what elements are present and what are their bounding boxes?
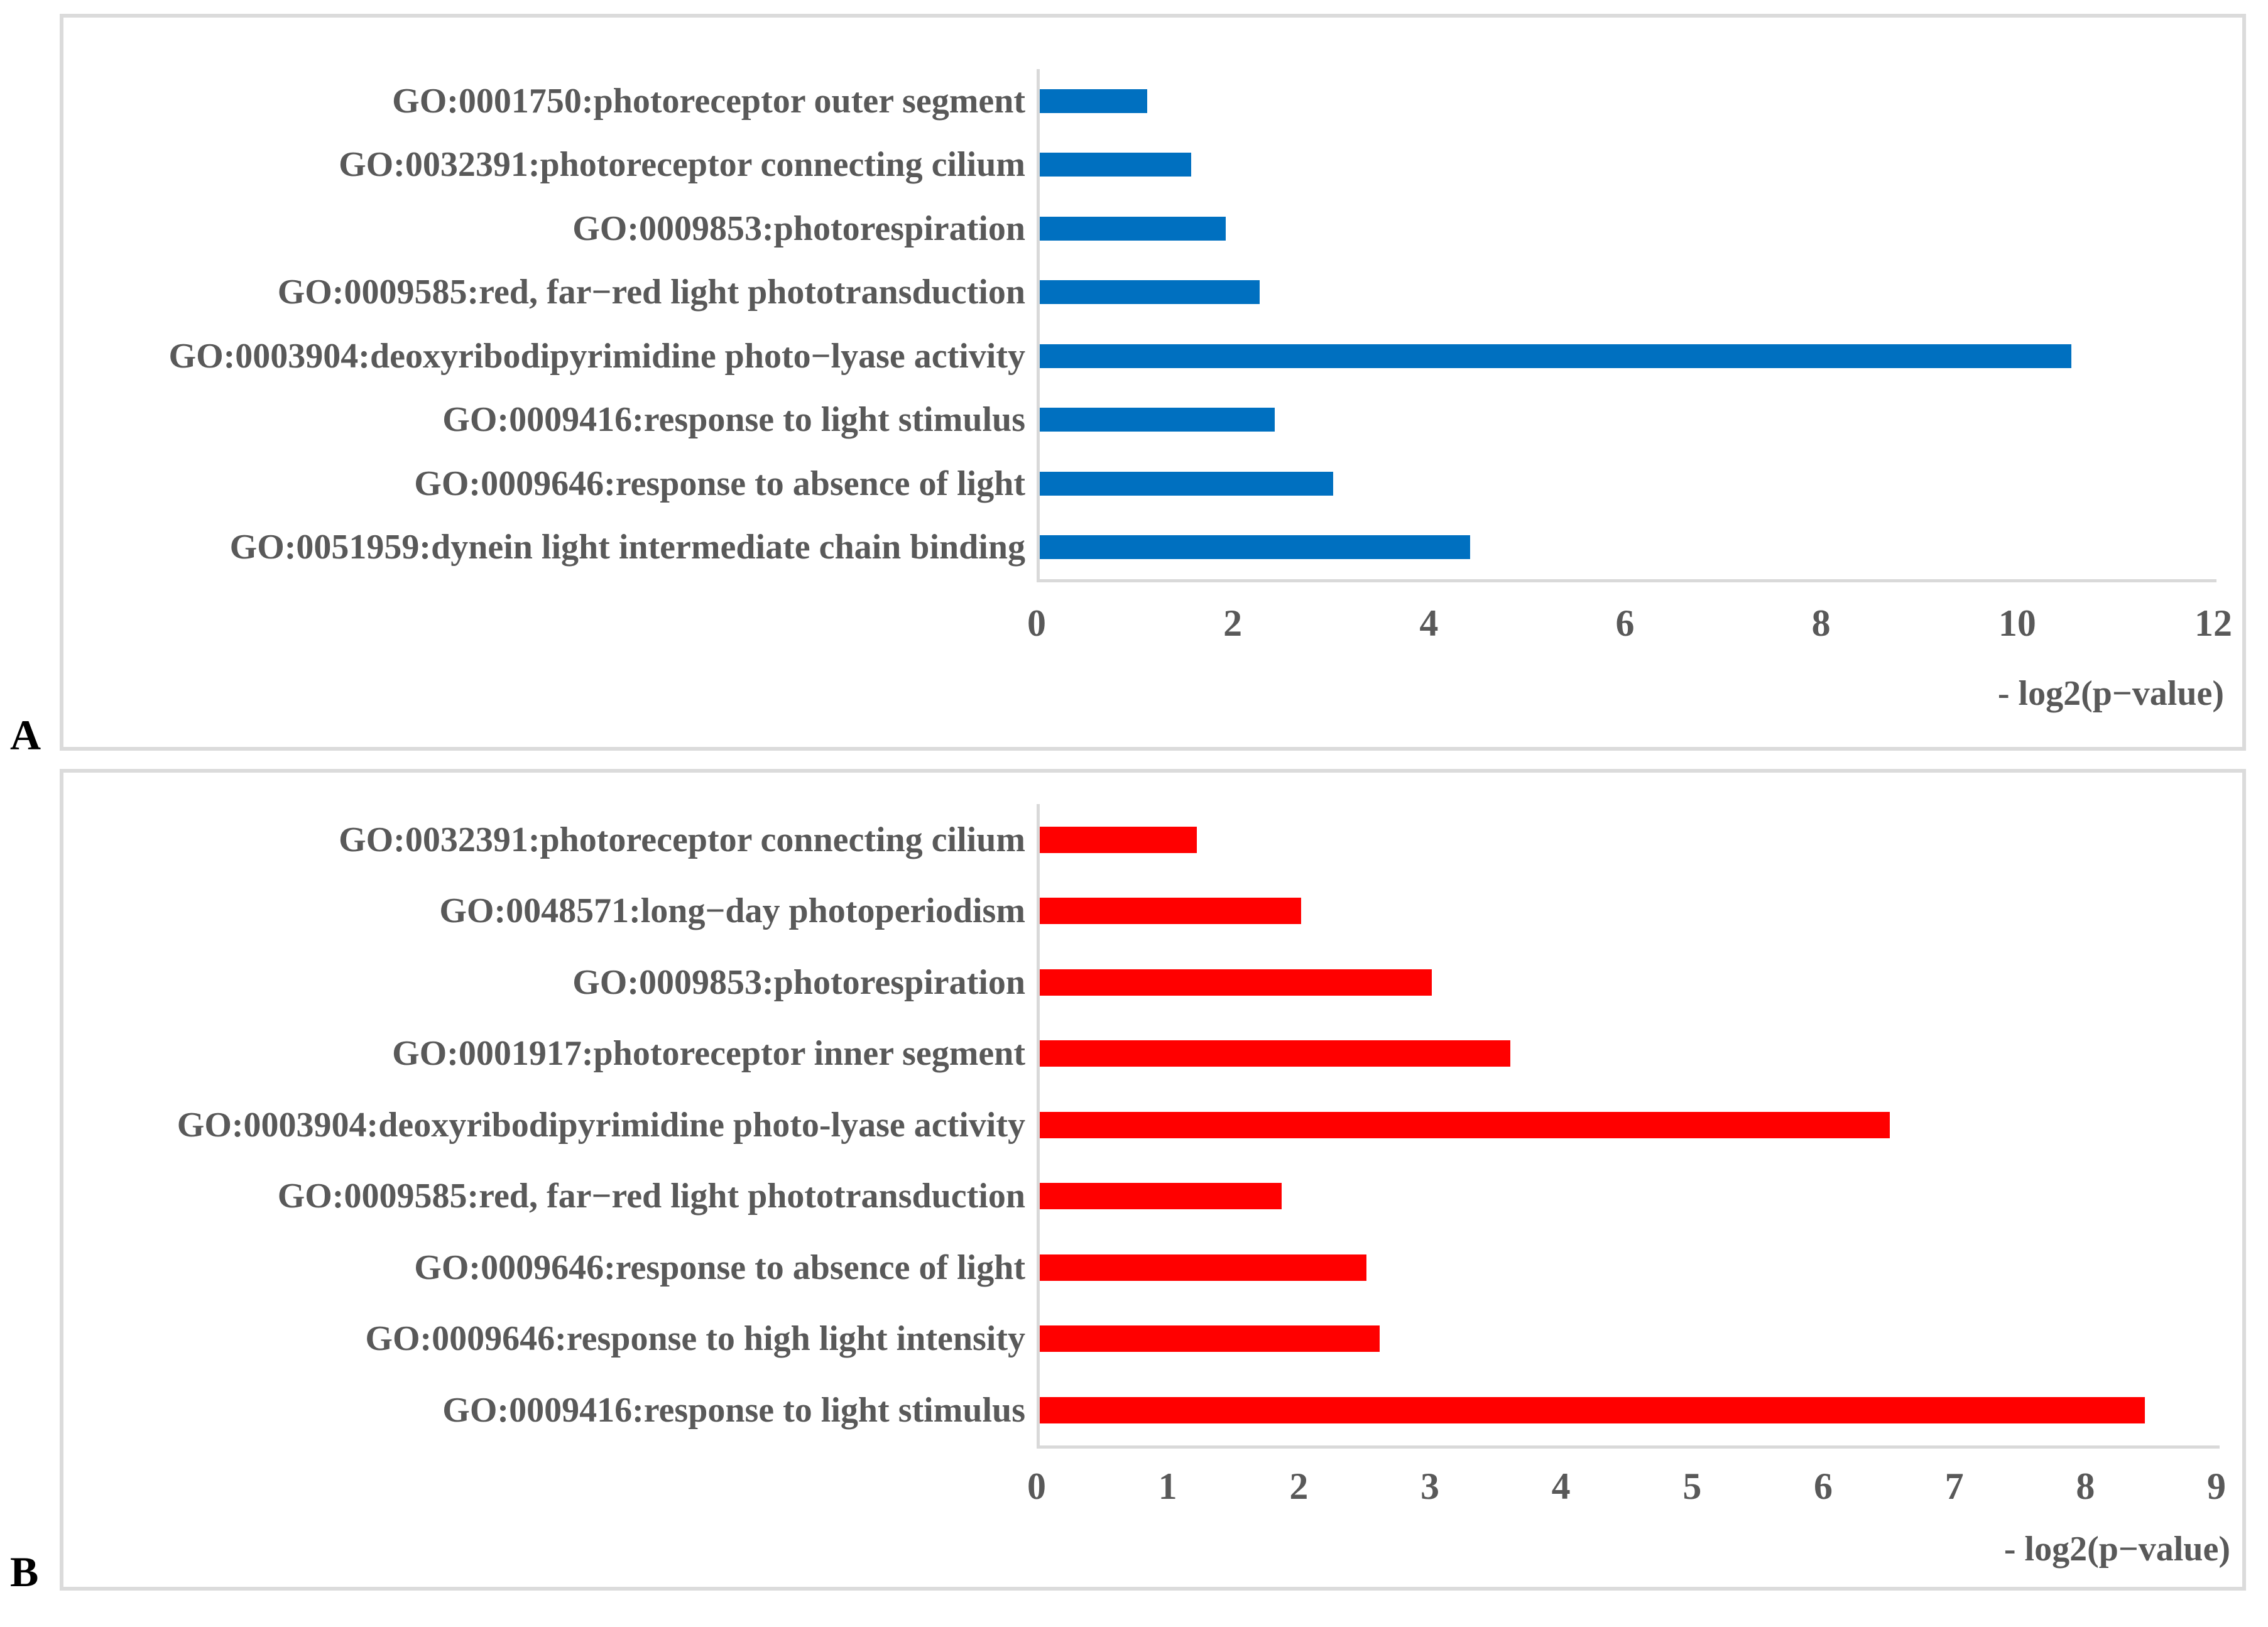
- category-label: GO:0001917:photoreceptor inner segment: [392, 1034, 1025, 1074]
- x-axis-tick-label: 3: [1420, 1466, 1439, 1507]
- bar: [1040, 1396, 2145, 1423]
- x-axis-tick-label: 6: [1615, 602, 1635, 644]
- x-axis-tick-label: 12: [2194, 602, 2232, 644]
- bar: [1040, 826, 1197, 853]
- panel-b-category-labels: GO:0032391:photoreceptor connecting cili…: [63, 804, 2216, 1446]
- x-axis-tick-label: 8: [1811, 602, 1831, 644]
- category-label: GO:0009585:red, far−red light phototrans…: [277, 1177, 1025, 1216]
- panel-a-bars: [1040, 69, 2213, 579]
- category-label: GO:0032391:photoreceptor connecting cili…: [339, 820, 1025, 859]
- x-axis-tick-label: 8: [2076, 1466, 2095, 1507]
- category-label: GO:0003904:deoxyribodipyrimidine photo−l…: [168, 336, 1025, 376]
- x-axis-tick-label: 4: [1551, 1466, 1571, 1507]
- panel-b-letter: B: [10, 1548, 39, 1596]
- bar: [1040, 898, 1302, 925]
- panel-a-x-axis-title: - log2(p−value): [1997, 674, 2224, 713]
- category-label: GO:0009646:response to high light intens…: [365, 1319, 1025, 1359]
- category-label: GO:0009416:response to light stimulus: [442, 1390, 1025, 1430]
- panel-b-x-axis-title: - log2(p−value): [2004, 1530, 2230, 1569]
- x-axis-tick-label: 5: [1682, 1466, 1702, 1507]
- category-label: GO:0051959:dynein light intermediate cha…: [229, 528, 1025, 567]
- category-label: GO:0048571:long−day photoperiodism: [439, 891, 1025, 931]
- category-label: GO:0009853:photorespiration: [572, 209, 1025, 248]
- bar: [1040, 89, 1148, 113]
- panel-b-chart: GO:0032391:photoreceptor connecting cili…: [60, 769, 2246, 1591]
- category-label: GO:0032391:photoreceptor connecting cili…: [339, 145, 1025, 185]
- bar: [1040, 535, 1470, 560]
- panel-a-chart: GO:0001750:photoreceptor outer segment GO…: [60, 14, 2246, 751]
- category-label: GO:0003904:deoxyribodipyrimidine photo-l…: [177, 1105, 1025, 1145]
- bar: [1040, 153, 1192, 177]
- category-label: GO:0009416:response to light stimulus: [442, 400, 1025, 440]
- x-axis-tick-label: 10: [1998, 602, 2036, 644]
- bar: [1040, 1040, 1511, 1067]
- bar: [1040, 1183, 1282, 1210]
- x-axis-tick-label: 6: [1813, 1466, 1833, 1507]
- bar: [1040, 216, 1226, 241]
- bar: [1040, 471, 1333, 496]
- bar: [1040, 344, 2072, 368]
- x-axis-tick-label: 2: [1289, 1466, 1309, 1507]
- category-label: GO:0001750:photoreceptor outer segment: [392, 81, 1025, 121]
- panel-a-letter: A: [10, 711, 41, 759]
- bar: [1040, 1111, 1890, 1138]
- x-axis-tick-label: 0: [1027, 1466, 1046, 1507]
- bar: [1040, 280, 1260, 305]
- x-axis-tick-label: 1: [1158, 1466, 1177, 1507]
- x-axis-tick-label: 2: [1223, 602, 1243, 644]
- bar: [1040, 1325, 1380, 1352]
- category-label: GO:0009853:photorespiration: [572, 962, 1025, 1002]
- category-label: GO:0009646:response to absence of light: [414, 464, 1025, 503]
- x-axis-tick-label: 4: [1419, 602, 1439, 644]
- bar: [1040, 408, 1275, 432]
- category-label: GO:0009646:response to absence of light: [414, 1248, 1025, 1287]
- bar: [1040, 1254, 1367, 1281]
- x-axis-tick-label: 7: [1944, 1466, 1964, 1507]
- x-axis-tick-label: 0: [1027, 602, 1046, 644]
- category-label: GO:0009585:red, far−red light phototrans…: [277, 273, 1025, 312]
- bar: [1040, 969, 1432, 996]
- panel-a-category-labels: GO:0001750:photoreceptor outer segment GO…: [63, 69, 2213, 579]
- panel-b-bars: [1040, 804, 2216, 1446]
- x-axis-tick-label: 9: [2207, 1466, 2226, 1507]
